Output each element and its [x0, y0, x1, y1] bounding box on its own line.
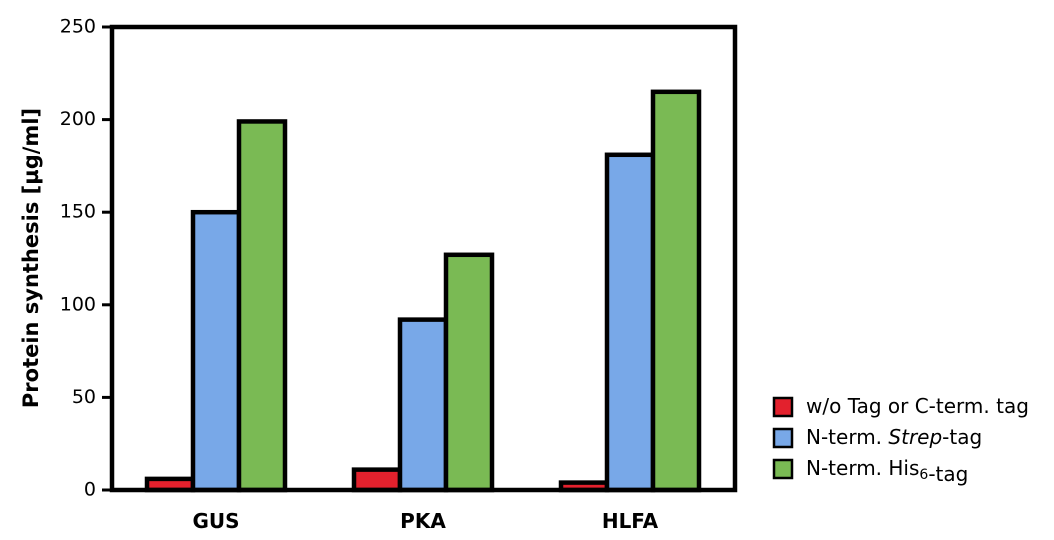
bar-gus-series-2 — [190, 209, 242, 493]
x-category-label: HLFA — [602, 509, 659, 533]
y-axis: 0 50 100 150 200 250 — [60, 16, 112, 501]
legend-swatch — [772, 427, 794, 449]
y-tick-label: 100 — [60, 293, 96, 315]
plot-frame — [109, 24, 738, 493]
bar-hlfa-series-3 — [650, 89, 702, 493]
x-category-label: PKA — [400, 509, 446, 533]
x-axis: GUS PKA HLFA — [192, 509, 658, 533]
legend-label: w/o Tag or C-term. tag — [806, 394, 1029, 418]
bar-gus-series-3 — [236, 119, 288, 493]
y-tick-label: 200 — [60, 108, 96, 130]
bar-hlfa-series-2 — [604, 152, 656, 493]
y-tick-label: 250 — [60, 16, 96, 38]
legend: w/o Tag or C-term. tag N-term. Strep-tag N… — [772, 394, 1029, 486]
y-axis-title: Protein synthesis [µg/ml] — [19, 108, 43, 408]
bar-pka-series-1 — [351, 467, 403, 493]
bar-pka-series-2 — [397, 317, 449, 493]
legend-item: N-term. Strep-tag — [772, 425, 982, 449]
y-tick-label: 150 — [60, 201, 96, 223]
legend-swatch — [772, 458, 794, 480]
legend-item: N-term. His6-tag — [772, 456, 968, 486]
legend-label: N-term. Strep-tag — [806, 425, 982, 449]
x-category-label: GUS — [192, 509, 239, 533]
legend-item: w/o Tag or C-term. tag — [772, 394, 1029, 418]
legend-swatch — [772, 396, 794, 418]
legend-label: N-term. His6-tag — [806, 456, 968, 486]
bar-pka-series-3 — [443, 252, 495, 493]
bars-layer — [144, 89, 702, 493]
y-tick-label: 50 — [72, 386, 96, 408]
y-tick-label: 0 — [84, 479, 96, 501]
